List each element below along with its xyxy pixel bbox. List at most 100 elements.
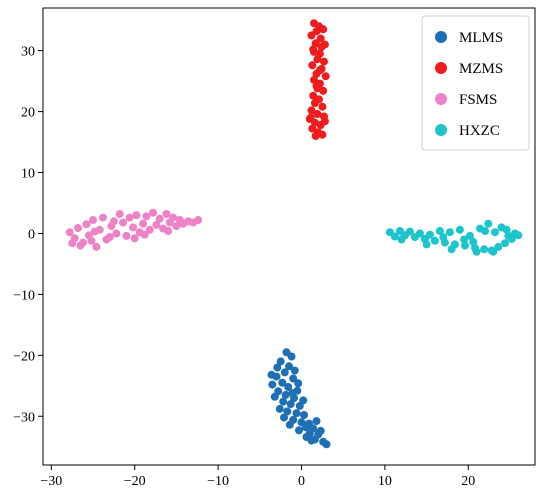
point-fsms-38	[105, 233, 114, 242]
point-mlms-37	[322, 440, 331, 449]
point-fsms-24	[152, 220, 161, 229]
point-mzms-36	[310, 47, 318, 56]
point-fsms-16	[125, 213, 134, 222]
point-mzms-3	[319, 25, 328, 34]
x-axis-ticks: −30 −20 −10 0 10 20	[40, 465, 475, 489]
point-hxzc-29	[514, 231, 523, 240]
point-hxzc-38	[502, 225, 511, 234]
point-fsms-40	[90, 227, 99, 236]
point-mlms-38	[273, 363, 282, 372]
point-mzms-19	[319, 86, 328, 95]
y-tick-label: −30	[13, 410, 35, 425]
point-hxzc-23	[494, 242, 503, 251]
point-fsms-22	[145, 225, 154, 234]
point-mlms-2	[276, 357, 285, 366]
point-mlms-21	[292, 409, 301, 418]
point-fsms-4	[82, 220, 91, 229]
legend-marker-fsms	[435, 93, 447, 105]
point-hxzc-9	[430, 236, 439, 245]
point-hxzc-32	[447, 245, 456, 254]
point-mlms-28	[301, 423, 310, 432]
point-mlms-42	[294, 379, 303, 388]
point-fsms-13	[115, 210, 124, 218]
y-tick-label: −10	[13, 288, 35, 303]
point-fsms-35	[194, 216, 203, 224]
point-mlms-20	[283, 407, 292, 416]
legend-label-mzms: MZMS	[459, 61, 503, 77]
point-hxzc-34	[489, 247, 498, 256]
point-fsms-0	[65, 228, 74, 237]
point-hxzc-6	[415, 229, 424, 238]
x-tick-label: 0	[298, 474, 305, 489]
point-hxzc-30	[397, 235, 406, 244]
point-mlms-44	[267, 370, 276, 379]
x-tick-label: 20	[461, 474, 475, 489]
point-hxzc-12	[445, 228, 454, 237]
point-fsms-15	[122, 231, 131, 240]
point-mzms-32	[311, 132, 320, 140]
point-fsms-44	[68, 239, 77, 248]
point-fsms-37	[87, 236, 96, 245]
point-fsms-29	[169, 213, 178, 222]
y-tick-label: 10	[21, 167, 35, 182]
point-hxzc-15	[461, 241, 469, 250]
legend-marker-mlms	[435, 31, 447, 43]
point-mzms-4	[307, 31, 316, 40]
point-hxzc-31	[422, 240, 431, 249]
point-mzms-38	[312, 82, 321, 90]
point-mzms-30	[308, 124, 317, 133]
legend-marker-mzms	[435, 62, 447, 74]
point-mlms-3	[285, 362, 293, 371]
point-mzms-11	[320, 57, 328, 66]
point-hxzc-20	[484, 219, 493, 228]
point-fsms-42	[140, 230, 149, 239]
point-hxzc-1	[390, 232, 399, 241]
point-mlms-22	[300, 411, 308, 419]
point-mzms-6	[311, 39, 320, 48]
point-hxzc-25	[501, 239, 509, 248]
point-fsms-17	[129, 223, 138, 232]
point-mlms-15	[270, 392, 279, 401]
point-mzms-34	[306, 113, 315, 122]
point-mlms-41	[312, 417, 321, 426]
point-fsms-21	[142, 212, 151, 221]
x-tick-label: −10	[207, 474, 229, 489]
y-tick-label: −20	[13, 349, 35, 364]
point-mlms-5	[280, 368, 289, 377]
point-fsms-2	[74, 224, 82, 232]
point-mlms-43	[316, 426, 325, 435]
point-mlms-16	[279, 397, 288, 406]
point-fsms-18	[132, 211, 141, 220]
point-hxzc-4	[405, 227, 414, 236]
point-mlms-36	[307, 436, 316, 445]
point-fsms-25	[155, 214, 164, 223]
point-hxzc-39	[469, 238, 478, 246]
point-mlms-10	[284, 383, 293, 391]
point-mlms-19	[275, 404, 284, 413]
point-mzms-33	[318, 130, 327, 139]
point-mzms-15	[321, 72, 330, 81]
point-hxzc-36	[439, 233, 448, 242]
y-tick-label: 0	[28, 227, 35, 242]
point-mlms-13	[281, 390, 290, 399]
point-mlms-27	[285, 420, 294, 429]
point-mlms-23	[280, 413, 288, 422]
point-hxzc-14	[455, 225, 464, 234]
point-mlms-7	[289, 374, 298, 383]
point-fsms-12	[112, 229, 121, 238]
legend-marker-hxzc	[435, 124, 447, 136]
point-hxzc-33	[472, 247, 481, 256]
point-mlms-39	[288, 389, 297, 398]
point-hxzc-37	[481, 227, 489, 235]
legend-label-mlms: MLMS	[459, 30, 503, 46]
point-mlms-17	[286, 400, 295, 409]
point-fsms-36	[76, 241, 85, 250]
legend: MLMS MZMS FSMS HXZC	[421, 15, 530, 151]
point-mzms-20	[309, 91, 318, 100]
legend-label-hxzc: HXZC	[459, 123, 500, 139]
point-mlms-1	[287, 352, 296, 361]
point-mzms-39	[315, 66, 324, 75]
point-fsms-30	[172, 222, 181, 231]
point-mlms-30	[295, 426, 303, 435]
